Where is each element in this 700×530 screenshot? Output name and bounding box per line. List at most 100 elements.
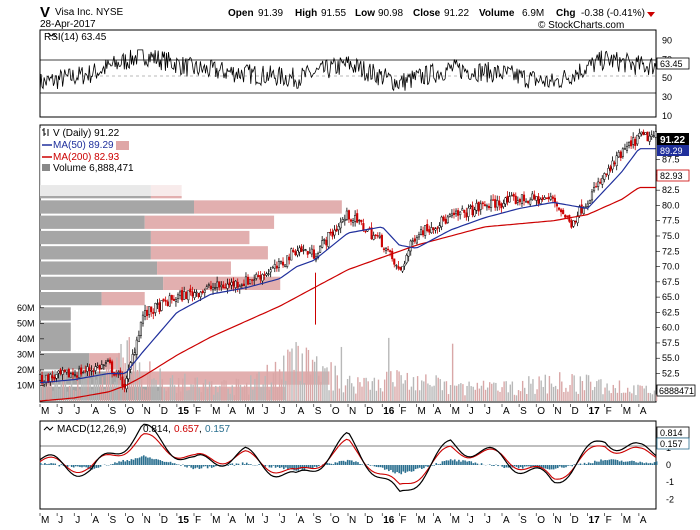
macd-histogram-bar [110, 464, 112, 465]
macd-histogram-bar [280, 465, 283, 468]
volume-bar [107, 357, 110, 401]
macd-histogram-bar [404, 465, 407, 473]
x-tick-label: 17 [589, 515, 601, 526]
volume-bar [561, 381, 563, 401]
volume-bar [56, 374, 58, 401]
price-candle-body [485, 205, 488, 208]
price-candle-body [471, 205, 474, 216]
company-text: Visa Inc. NYSE [55, 7, 124, 18]
price-candle-body [609, 166, 612, 171]
macd-histogram-bar [579, 463, 582, 465]
macd-histogram-bar [449, 459, 452, 465]
volume-bar [556, 389, 559, 401]
price-candle-body [141, 314, 145, 324]
volume-bar [266, 364, 268, 401]
x-tick-label: N [349, 515, 356, 526]
watermark-text: © StockCharts.com [538, 20, 624, 31]
macd-histogram-bar [46, 464, 48, 465]
legend-ma200: MA(200) 82.93 [53, 152, 120, 163]
volume-bar [392, 382, 394, 401]
x-tick-label: 15 [178, 515, 190, 526]
volume-bar [295, 342, 297, 401]
price-candle-body [438, 225, 441, 229]
macd-histogram-bar [99, 465, 102, 467]
vbp-bar-down [40, 200, 194, 214]
volume-bar [153, 378, 155, 401]
volume-bar [363, 377, 365, 401]
macd-histogram-bar [526, 465, 528, 467]
volume-bar [136, 370, 139, 401]
volume-bar [142, 388, 145, 401]
volume-bar [596, 381, 598, 401]
price-candle-body [59, 369, 62, 375]
volume-bar [311, 359, 314, 401]
volume-bar [348, 375, 351, 401]
rsi-legend: RSI(14) 63.45 [44, 32, 107, 43]
macd-histogram-bar [291, 465, 293, 470]
price-candle-body [275, 265, 278, 269]
price-candle-body [323, 239, 326, 241]
price-candle-body [236, 281, 239, 288]
macd-histogram-bar [383, 465, 386, 470]
macd-histogram-bar [635, 462, 637, 465]
macd-histogram-bar [206, 465, 209, 469]
price-candle-body [498, 200, 501, 206]
volume-bar [320, 381, 322, 401]
volume-bar [521, 380, 524, 401]
x-tick-label: A [640, 406, 647, 417]
x-tick-label: F [400, 515, 406, 526]
volume-bar [215, 385, 217, 401]
volume-bar [624, 392, 627, 401]
price-candle-body [555, 203, 559, 207]
price-candle-body [292, 250, 295, 253]
macd-histogram-bar [307, 465, 310, 468]
macd-histogram-bar [421, 465, 423, 469]
macd-histogram-bar [295, 465, 297, 471]
macd-histogram-bar [501, 465, 503, 467]
price-candle-body [189, 288, 192, 293]
vbp-bar-up [150, 230, 250, 245]
price-candle-body [281, 261, 285, 266]
price-tick-label: 87.5 [662, 155, 680, 165]
price-candle-body [399, 267, 402, 270]
macd-histogram-bar [447, 460, 450, 465]
macd-histogram-bar [194, 465, 197, 469]
volume-bar [548, 375, 551, 401]
x-tick-label: 15 [178, 406, 190, 417]
price-candle-body [459, 211, 462, 216]
macd-histogram-bar [408, 465, 411, 472]
macd-histogram-bar [645, 462, 648, 465]
volume-bar [651, 394, 654, 401]
macd-histogram-bar [134, 458, 137, 465]
volume-bar [155, 379, 157, 401]
macd-histogram-bar [118, 461, 120, 465]
x-tick-label: N [144, 406, 151, 417]
volume-bar [163, 388, 165, 401]
rsi-tick-label: 50 [662, 73, 672, 83]
volume-bar [169, 378, 172, 401]
macd-histogram-bar [418, 465, 421, 468]
price-candle-body [621, 148, 624, 157]
price-tick-label: 65.0 [662, 292, 680, 302]
volume-bar [491, 383, 493, 401]
volume-bar [318, 375, 320, 401]
price-candle-body [646, 131, 649, 142]
volume-bar [600, 379, 602, 401]
price-candle-body [45, 374, 48, 383]
volume-bar [493, 382, 495, 401]
x-tick-label: A [298, 515, 305, 526]
macd-histogram-bar [610, 459, 613, 465]
price-candle-body [578, 206, 581, 216]
macd-histogram-bar [569, 465, 571, 466]
price-candle-body [47, 374, 50, 384]
volume-bar [515, 395, 518, 401]
volume-bar [241, 387, 244, 401]
svg-text:,: , [168, 424, 171, 435]
price-candle-body [102, 364, 105, 367]
volume-bar [591, 390, 594, 401]
price-candle-body [490, 199, 493, 209]
macd-histogram-bar [606, 460, 608, 465]
price-candle-body [253, 279, 256, 281]
price-candle-body [195, 291, 198, 294]
